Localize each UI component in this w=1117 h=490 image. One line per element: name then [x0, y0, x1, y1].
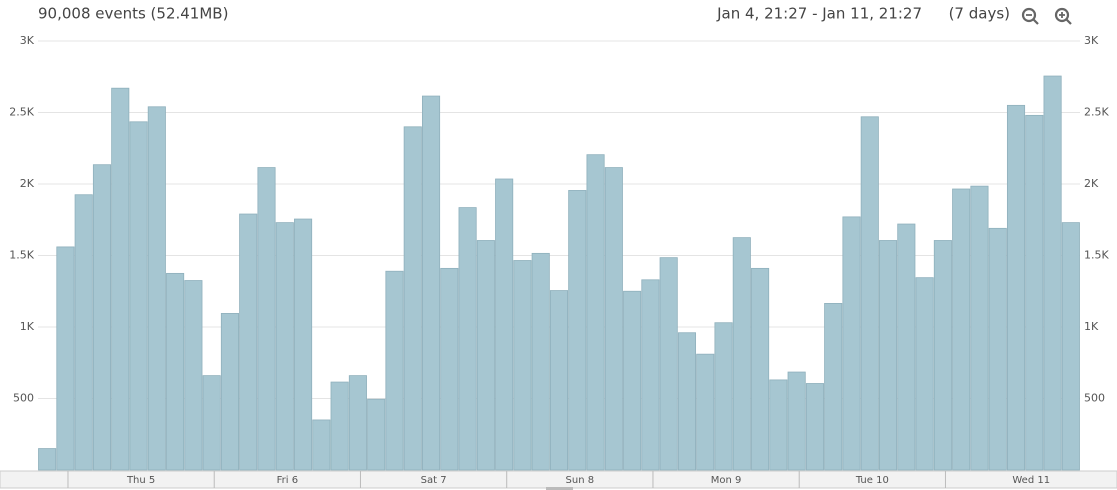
bar	[842, 216, 861, 471]
bar	[623, 290, 642, 471]
bar	[732, 237, 751, 471]
bar	[1043, 75, 1062, 471]
bar	[714, 322, 733, 471]
bar	[476, 240, 495, 471]
bar	[604, 167, 623, 471]
y-tick-label: 2K	[20, 177, 35, 190]
y2-tick-label: 1.5K	[1084, 249, 1109, 262]
bar	[38, 448, 57, 471]
bar	[915, 277, 934, 471]
y-tick-label: 1.5K	[9, 249, 34, 262]
bar	[751, 267, 770, 471]
bar	[1025, 114, 1044, 471]
x-tick-label: Wed 11	[1012, 475, 1050, 486]
y2-tick-label: 2K	[1084, 177, 1099, 190]
bar	[824, 303, 843, 471]
bar	[385, 270, 404, 471]
bar	[440, 267, 459, 471]
y-tick-label: 3K	[20, 34, 35, 47]
x-tick-label: Mon 9	[711, 475, 742, 486]
bar	[111, 87, 130, 471]
bar	[184, 280, 203, 471]
bar	[129, 121, 148, 471]
bar	[367, 398, 386, 471]
event-summary: 90,008 events (52.41MB)	[38, 5, 228, 23]
bar	[403, 126, 422, 471]
bar	[696, 353, 715, 471]
bar	[970, 185, 989, 471]
bar	[421, 95, 441, 471]
time-duration: (7 days)	[949, 5, 1010, 23]
bar	[257, 167, 276, 471]
y-tick-label: 1K	[20, 320, 35, 333]
bar	[202, 375, 221, 471]
y2-tick-label: 1K	[1084, 320, 1099, 333]
bar	[586, 154, 605, 471]
bar	[495, 178, 514, 471]
bar	[220, 313, 239, 471]
x-axis-band	[0, 470, 1117, 489]
bar	[239, 213, 258, 471]
y-tick-label: 500	[13, 392, 34, 405]
y-tick-label: 2.5K	[9, 106, 34, 119]
bar	[312, 419, 331, 471]
bar	[769, 379, 788, 471]
time-range: Jan 4, 21:27 - Jan 11, 21:27	[716, 5, 922, 23]
bar	[1061, 222, 1080, 471]
x-tick-label: Fri 6	[277, 475, 298, 486]
bar	[275, 222, 294, 471]
bar	[659, 257, 678, 471]
bar	[641, 279, 660, 471]
y2-tick-label: 2.5K	[1084, 106, 1109, 119]
bar	[531, 252, 550, 471]
bar	[860, 116, 879, 471]
x-tick-label: Sat 7	[421, 475, 447, 486]
bar	[166, 272, 185, 471]
bar	[568, 190, 587, 471]
bar	[74, 194, 93, 471]
bar	[513, 260, 532, 471]
zoom-out[interactable]	[1021, 7, 1039, 25]
y2-tick-label: 500	[1084, 392, 1105, 405]
scroll-handle[interactable]	[546, 487, 573, 490]
x-tick-label: Sun 8	[566, 475, 595, 486]
bar	[147, 106, 166, 471]
bar	[677, 332, 697, 471]
bar	[56, 246, 75, 471]
bar	[988, 227, 1007, 471]
bar	[92, 164, 112, 471]
bar	[1006, 104, 1026, 471]
y2-tick-label: 3K	[1084, 34, 1099, 47]
bar	[879, 240, 898, 471]
bar	[549, 290, 569, 471]
zoom-in[interactable]	[1054, 7, 1072, 25]
bar	[330, 381, 349, 471]
bar	[805, 383, 824, 471]
bar	[458, 207, 477, 471]
x-tick-label: Tue 10	[855, 475, 889, 486]
bar	[952, 188, 971, 471]
bar	[348, 375, 367, 471]
bar	[294, 218, 313, 471]
bar	[897, 223, 916, 471]
bar	[787, 371, 806, 471]
x-tick-label: Thu 5	[126, 475, 155, 486]
bar	[933, 240, 952, 471]
